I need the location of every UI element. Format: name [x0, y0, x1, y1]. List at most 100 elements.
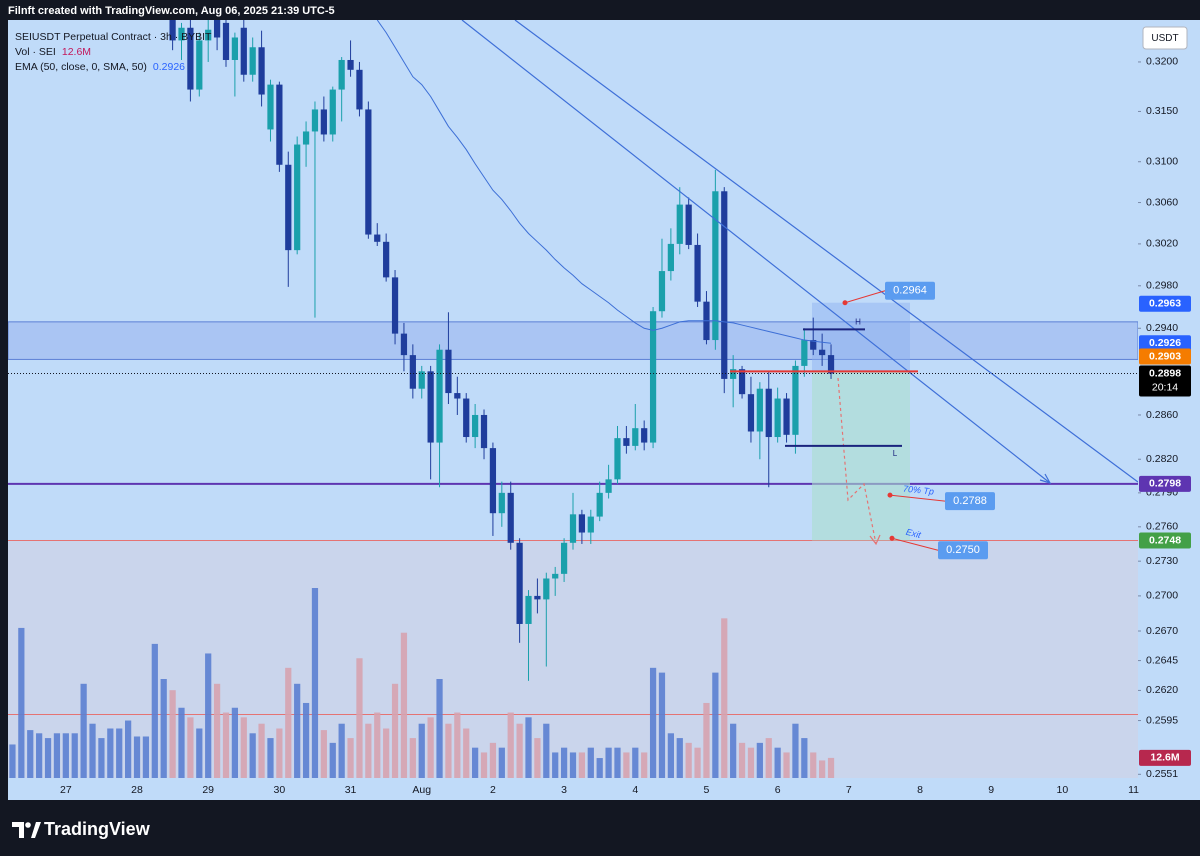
countdown-label: 20:14 — [1152, 381, 1178, 393]
volume-bar — [18, 627, 25, 778]
volume-bar — [231, 707, 239, 778]
x-tick-label: 11 — [1128, 784, 1139, 796]
currency-button-label[interactable]: USDT — [1151, 33, 1178, 44]
candle-body — [569, 514, 577, 543]
volume-bar — [133, 736, 141, 778]
candle-body — [258, 47, 265, 95]
volume-bar — [703, 702, 710, 778]
volume-bar — [560, 747, 568, 778]
volume-bar — [516, 723, 523, 778]
legend-volume: Vol · SEI 12.6M — [15, 46, 91, 58]
candle-body — [747, 394, 755, 432]
candle-body — [738, 369, 746, 395]
x-tick-label: 27 — [60, 784, 72, 796]
price-line-box — [1139, 335, 1191, 352]
volume-bar — [205, 653, 212, 778]
volume-bar — [810, 752, 817, 778]
volume-bar — [507, 712, 514, 778]
y-tick-label: 0.3150 — [1146, 105, 1178, 117]
candle-body — [534, 595, 541, 600]
candle-body — [667, 243, 674, 272]
callout-leader — [844, 290, 886, 304]
volume-bar — [329, 742, 336, 778]
volume-bar — [62, 733, 69, 778]
candle-body — [552, 573, 559, 579]
trend-line — [461, 20, 1051, 484]
volume-bar — [294, 683, 301, 778]
candle-body — [463, 398, 470, 438]
volume-bar — [498, 747, 505, 778]
x-tick-label: 10 — [1057, 784, 1069, 796]
currency-button[interactable] — [1142, 26, 1188, 50]
candle-body — [409, 355, 416, 389]
volume-bar — [347, 738, 354, 778]
candle-body — [525, 595, 532, 624]
candle-body — [658, 271, 666, 312]
last-price-box — [1139, 365, 1191, 397]
candle-body — [721, 191, 728, 379]
x-tick-label: 5 — [704, 784, 710, 796]
volume-bar — [98, 738, 105, 778]
volume-bar — [391, 683, 399, 778]
volume-bar — [623, 752, 630, 778]
callout-box — [938, 541, 988, 560]
volume-bar — [747, 747, 755, 778]
volume-bar — [792, 723, 799, 778]
volume-bar — [685, 742, 692, 778]
callout-note: Exit — [905, 527, 922, 540]
volume-bar — [151, 643, 158, 778]
candle-body — [400, 333, 408, 356]
callout-dot — [887, 492, 893, 498]
y-tick-label: 0.2551 — [1146, 768, 1178, 780]
candle-body — [712, 191, 719, 341]
volume-bar — [614, 747, 621, 778]
ema-line — [376, 20, 832, 344]
candle-body — [267, 84, 274, 130]
volume-bar — [89, 723, 96, 778]
candle-body — [614, 438, 621, 480]
volume-label-box — [1139, 749, 1191, 766]
callout-note: 70% Tp — [903, 484, 935, 497]
x-tick-label: 30 — [274, 784, 286, 796]
volume-bar — [436, 679, 443, 778]
candle-body — [205, 29, 212, 41]
candle-body — [756, 388, 763, 432]
legend-volume-label: Vol · SEI — [15, 46, 56, 58]
legend-volume-value: 12.6M — [62, 46, 91, 58]
projection-path — [837, 377, 877, 545]
volume-bar — [454, 712, 461, 778]
volume-bar — [445, 723, 452, 778]
candle-body — [489, 448, 497, 514]
volume-bar — [178, 707, 185, 778]
volume-bar — [249, 733, 256, 778]
candle-body — [222, 22, 230, 60]
candle-body — [605, 479, 612, 493]
callout-leader — [889, 494, 946, 502]
candle-body — [498, 492, 505, 514]
volume-bar — [258, 723, 265, 778]
volume-bar — [712, 672, 719, 778]
legend-ema-value: 0.2926 — [153, 61, 185, 73]
callout-label: 0.2750 — [946, 544, 980, 556]
last-price-label: 0.2898 — [1149, 367, 1181, 379]
candle-body — [641, 428, 648, 443]
logo-mark — [12, 822, 24, 838]
candle-body — [187, 27, 194, 90]
volume-bar — [569, 752, 577, 778]
projection-arrow — [869, 534, 881, 546]
y-tick-label: 0.2980 — [1146, 280, 1178, 292]
volume-bar — [267, 738, 274, 778]
candle-body — [231, 37, 239, 60]
volume-bar — [116, 728, 123, 778]
candle-body — [356, 69, 363, 110]
callout-box — [945, 492, 995, 511]
candle-body — [347, 59, 354, 70]
x-tick-label: 28 — [131, 784, 143, 796]
candle-body — [632, 428, 639, 446]
volume-bar — [427, 717, 434, 778]
attribution: Filnft created with TradingView.com, Aug… — [8, 5, 335, 17]
volume-bar — [365, 723, 372, 778]
volume-bar — [320, 730, 327, 778]
volume-bar — [783, 752, 790, 778]
